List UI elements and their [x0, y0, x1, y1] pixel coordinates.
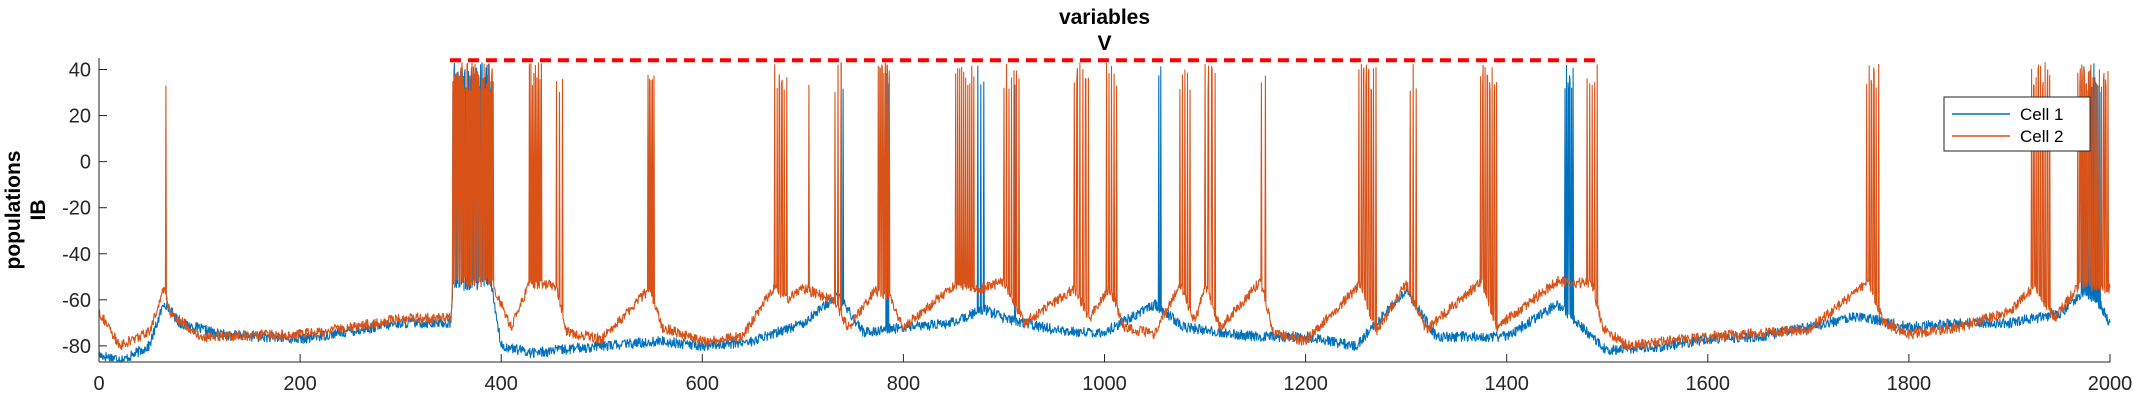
x-tick-label: 1000 [1082, 373, 1127, 395]
plot-axes: 0 200 400 600 800 1000 1200 1400 1600 1800 2000-80… [62, 58, 2132, 395]
y-tick-label: -80 [62, 336, 91, 358]
series-line-2 [98, 62, 2111, 351]
y-axis-label-line: populations [2, 151, 25, 270]
x-tick-label: 1800 [1887, 373, 1932, 395]
x-tick-label: 1600 [1686, 373, 1731, 395]
x-tick-label: 1200 [1283, 373, 1328, 395]
x-tick-label: 2000 [2088, 373, 2133, 395]
y-tick-label: 0 [80, 152, 91, 174]
y-tick-label: -20 [62, 198, 91, 220]
x-tick-label: 800 [887, 373, 920, 395]
y-tick-label: -40 [62, 244, 91, 266]
x-tick-label: 1400 [1484, 373, 1529, 395]
legend-label-1: Cell 1 [2020, 105, 2063, 124]
chart-title-line: variables [1059, 6, 1150, 29]
x-tick-label: 600 [686, 373, 719, 395]
legend-box [1943, 96, 2091, 152]
x-tick-label: 200 [283, 373, 316, 395]
x-tick-label: 0 [93, 373, 104, 395]
y-axis-label-line: IB [27, 200, 50, 221]
plot-series [98, 62, 2111, 362]
y-tick-label: 40 [69, 60, 91, 82]
legend: Cell 1 Cell 2 [1943, 96, 2091, 152]
y-tick-label: 20 [69, 106, 91, 128]
chart-title-line: V [1097, 32, 1111, 55]
x-tick-label: 400 [485, 373, 518, 395]
y-tick-label: -60 [62, 290, 91, 312]
legend-label-2: Cell 2 [2020, 127, 2063, 146]
